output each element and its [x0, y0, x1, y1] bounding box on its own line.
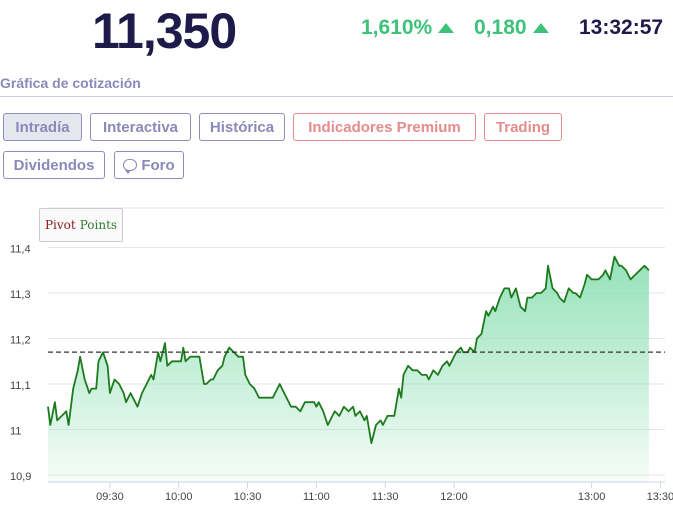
quote-header: 11,350 1,610% 0,180 13:32:57: [0, 0, 673, 60]
tab-label: Foro: [141, 156, 175, 174]
tab-label: Histórica: [209, 118, 275, 136]
tab-forum[interactable]: Foro: [114, 151, 184, 179]
tab-intraday[interactable]: Intradía: [3, 113, 82, 141]
quote-time: 13:32:57: [579, 16, 664, 39]
tab-label: Indicadores Premium: [308, 118, 461, 136]
y-tick-label: 11,2: [10, 335, 31, 347]
legend-points-text: Points: [79, 218, 118, 232]
y-tick-label: 10,9: [10, 471, 31, 483]
pivot-points-legend[interactable]: Pivot Points: [39, 208, 123, 242]
tab-label: Dividendos: [13, 156, 95, 174]
x-tick-label: 11:00: [303, 491, 330, 503]
y-tick-label: 11: [10, 426, 21, 438]
change-absolute: 0,180: [474, 16, 549, 40]
up-triangle-icon: [438, 23, 455, 33]
x-tick-label: 13:00: [578, 491, 606, 503]
change-absolute-value: 0,180: [474, 16, 527, 39]
tab-interactive[interactable]: Interactiva: [90, 113, 191, 141]
y-tick-label: 11,3: [10, 289, 31, 301]
legend-pivot-text: Pivot: [44, 218, 76, 232]
section-divider: [0, 96, 673, 97]
tab-trading[interactable]: Trading: [484, 113, 562, 141]
x-tick-label: 11:30: [372, 491, 399, 503]
x-tick-label: 09:30: [96, 491, 124, 503]
change-percent: 1,610%: [361, 16, 455, 40]
tab-label: Interactiva: [102, 118, 179, 136]
chat-bubble-icon: [123, 159, 138, 174]
x-tick-label: 12:00: [440, 491, 468, 503]
tab-premium-indicators[interactable]: Indicadores Premium: [293, 113, 476, 141]
y-tick-label: 11,1: [10, 380, 31, 392]
y-tick-label: 11,4: [10, 244, 31, 256]
last-price: 11,350: [92, 3, 237, 59]
tab-dividends[interactable]: Dividendos: [3, 151, 105, 179]
section-title: Gráfica de cotización: [0, 75, 141, 91]
x-axis: 09:30 10:00 10:30 11:00 11:30 12:00 13:00 13:30: [48, 481, 673, 503]
up-triangle-icon: [532, 23, 549, 33]
price-area: [48, 256, 649, 482]
y-axis: 10,9 11 11,1 11,2 11,3 11,4: [10, 244, 31, 484]
change-percent-value: 1,610%: [361, 16, 433, 39]
intraday-chart[interactable]: 10,9 11 11,1 11,2 11,3 11,4 09:30 10:00 10:30 11…: [0, 190, 673, 510]
x-tick-label: 13:30: [647, 491, 673, 503]
x-tick-label: 10:30: [234, 491, 262, 503]
tab-label: Intradía: [15, 118, 70, 136]
price-line: [47, 255, 650, 444]
x-tick-label: 10:00: [165, 491, 193, 503]
tab-historical[interactable]: Histórica: [199, 113, 285, 141]
tab-label: Trading: [495, 118, 551, 136]
